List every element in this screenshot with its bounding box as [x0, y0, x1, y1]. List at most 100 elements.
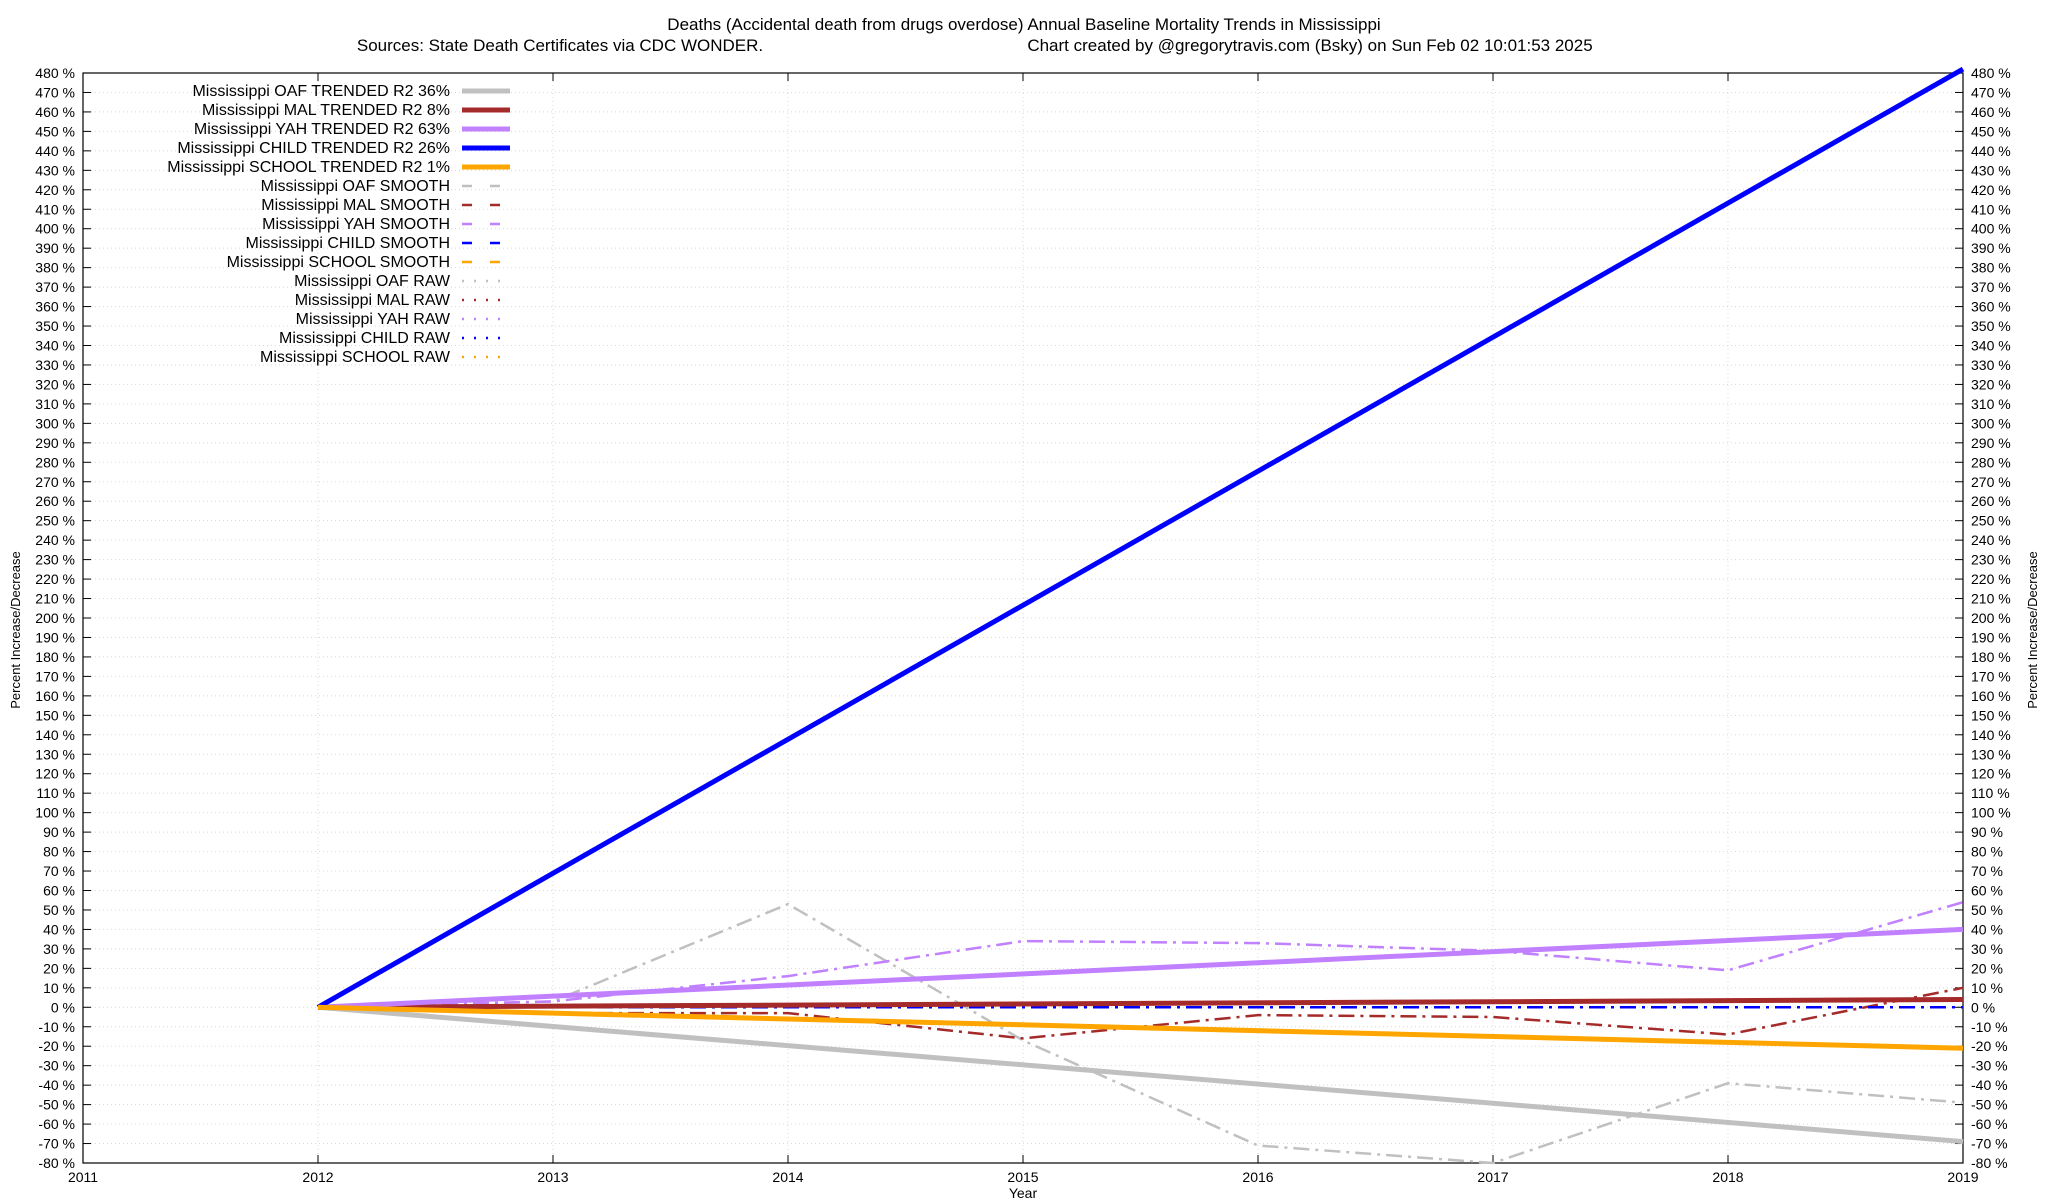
y2-tick-label: 250 % [1971, 513, 2011, 529]
x-tick-label: 2012 [302, 1169, 333, 1185]
y-tick-label: 270 % [35, 474, 75, 490]
y-tick-label: 100 % [35, 805, 75, 821]
legend-label: Mississippi CHILD SMOOTH [246, 235, 450, 252]
y2-tick-label: -10 % [1971, 1019, 2008, 1035]
y2-tick-label: -60 % [1971, 1116, 2008, 1132]
y-tick-label: 210 % [35, 591, 75, 607]
y2-tick-label: 460 % [1971, 104, 2011, 120]
y2-tick-label: 50 % [1971, 902, 2003, 918]
series-lines [316, 66, 1965, 1165]
y-tick-label: 80 % [43, 844, 75, 860]
y-tick-label: 440 % [35, 143, 75, 159]
legend-label: Mississippi MAL SMOOTH [261, 197, 450, 214]
y-tick-label: 50 % [43, 902, 75, 918]
chart-subtitle-right: Chart created by @gregorytravis.com (Bsk… [1027, 36, 1592, 55]
y-tick-label: 430 % [35, 162, 75, 178]
x-tick-label: 2019 [1947, 1169, 1978, 1185]
y-tick-label: 0 % [51, 999, 75, 1015]
y2-tick-label: 280 % [1971, 454, 2011, 470]
y2-tick-label: 300 % [1971, 415, 2011, 431]
y-tick-label: 260 % [35, 493, 75, 509]
y-tick-label: 250 % [35, 513, 75, 529]
y-tick-label: 20 % [43, 960, 75, 976]
y2-tick-label: 190 % [1971, 629, 2011, 645]
y-tick-label: 160 % [35, 688, 75, 704]
series-line-mississippi-oaf-trended-r2 [317, 1004, 1964, 1145]
y-tick-label: 10 % [43, 980, 75, 996]
y-tick-label: 400 % [35, 221, 75, 237]
y2-tick-label: 210 % [1971, 591, 2011, 607]
y2-tick-label: 430 % [1971, 162, 2011, 178]
series-line-mississippi-mal-trended-r2 [317, 997, 1964, 1010]
y-tick-label: 60 % [43, 883, 75, 899]
y-tick-label: 240 % [35, 532, 75, 548]
y2-tick-label: 470 % [1971, 84, 2011, 100]
y-tick-label: 190 % [35, 629, 75, 645]
y2-tick-label: 80 % [1971, 844, 2003, 860]
y2-tick-label: 160 % [1971, 688, 2011, 704]
y2-tick-label: -80 % [1971, 1155, 2008, 1171]
y-tick-label: -40 % [38, 1077, 75, 1093]
legend-label: Mississippi YAH RAW [296, 311, 451, 328]
y-tick-label: 410 % [35, 201, 75, 217]
x-tick-label: 2016 [1242, 1169, 1273, 1185]
legend: Mississippi OAF TRENDED R2 36% Mississipp… [167, 83, 510, 366]
y-tick-label: 280 % [35, 454, 75, 470]
y2-tick-label: 140 % [1971, 727, 2011, 743]
y2-tick-label: 240 % [1971, 532, 2011, 548]
x-tick-label: 2017 [1477, 1169, 1508, 1185]
y2-axis-label: Percent Increase/Decrease [2025, 551, 2040, 709]
y-axis-label: Percent Increase/Decrease [8, 551, 23, 709]
y2-tick-label: -70 % [1971, 1136, 2008, 1152]
y-tick-label: -20 % [38, 1038, 75, 1054]
y-tick-label: 230 % [35, 552, 75, 568]
legend-label: Mississippi SCHOOL RAW [260, 349, 451, 366]
y2-tick-label: 450 % [1971, 123, 2011, 139]
legend-label: Mississippi CHILD RAW [279, 330, 451, 347]
y-tick-label: -50 % [38, 1097, 75, 1113]
y-tick-label: 360 % [35, 299, 75, 315]
chart-subtitle-left: Sources: State Death Certificates via CD… [357, 36, 763, 55]
y2-tick-label: 370 % [1971, 279, 2011, 295]
y-tick-label: -30 % [38, 1058, 75, 1074]
y2-tick-label: 90 % [1971, 824, 2003, 840]
y2-tick-label: 480 % [1971, 65, 2011, 81]
legend-label: Mississippi YAH TRENDED R2 63% [194, 121, 450, 138]
y2-tick-label: 0 % [1971, 999, 1995, 1015]
y-tick-label: 450 % [35, 123, 75, 139]
y2-tick-label: 360 % [1971, 299, 2011, 315]
y-tick-label: 380 % [35, 260, 75, 276]
legend-label: Mississippi OAF TRENDED R2 36% [192, 83, 450, 100]
y2-tick-label: 350 % [1971, 318, 2011, 334]
y2-tick-label: 120 % [1971, 766, 2011, 782]
legend-label: Mississippi YAH SMOOTH [262, 216, 450, 233]
y-tick-label: 320 % [35, 376, 75, 392]
y2-tick-label: 100 % [1971, 805, 2011, 821]
plot-border [82, 72, 1964, 1164]
x-tick-label: 2013 [537, 1169, 568, 1185]
y2-tick-label: 170 % [1971, 668, 2011, 684]
y-tick-label: 330 % [35, 357, 75, 373]
y2-tick-label: 330 % [1971, 357, 2011, 373]
y-tick-label: -70 % [38, 1136, 75, 1152]
y-tick-label: 110 % [36, 785, 75, 801]
y2-tick-label: 180 % [1971, 649, 2011, 665]
y-tick-label: -60 % [38, 1116, 75, 1132]
y2-tick-label: 20 % [1971, 960, 2003, 976]
y2-tick-label: 10 % [1971, 980, 2003, 996]
chart-title: Deaths (Accidental death from drugs over… [667, 15, 1380, 34]
series-line-mississippi-yah-smooth [317, 900, 1964, 1009]
y2-tick-label: 410 % [1971, 201, 2011, 217]
x-tick-label: 2011 [68, 1169, 98, 1185]
y-tick-label: 130 % [35, 746, 75, 762]
y-tick-label: 40 % [43, 921, 75, 937]
y2-tick-label: 40 % [1971, 921, 2003, 937]
x-axis-label: Year [1009, 1185, 1038, 1200]
y2-tick-label: 110 % [1971, 785, 2010, 801]
x-tick-label: 2015 [1007, 1169, 1038, 1185]
legend-label: Mississippi SCHOOL TRENDED R2 1% [167, 159, 450, 176]
y-tick-label: 290 % [35, 435, 75, 451]
y-tick-label: 90 % [43, 824, 75, 840]
y2-tick-label: -40 % [1971, 1077, 2008, 1093]
